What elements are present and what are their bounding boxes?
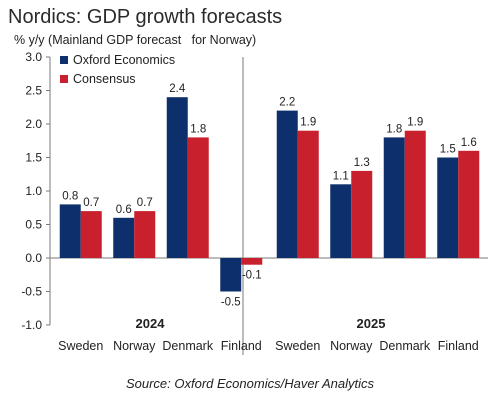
data-label: 1.3: [354, 157, 370, 169]
y-tick-label: 3.0: [25, 50, 42, 64]
legend-swatch: [60, 56, 68, 64]
bar-2025-norway-oxford: [330, 184, 352, 258]
group-label-2024: 2024: [136, 316, 166, 331]
data-label: -0.1: [242, 270, 262, 282]
bar-2024-sweden-oxford: [59, 204, 81, 258]
data-label: 1.9: [300, 117, 316, 129]
x-category-label: Sweden: [275, 339, 320, 353]
bar-2024-denmark-oxford: [166, 97, 188, 258]
bar-2024-denmark-consensus: [187, 137, 209, 258]
data-label: 1.5: [440, 144, 456, 156]
bar-2024-sweden-consensus: [80, 211, 102, 258]
bar-2025-denmark-consensus: [404, 130, 426, 258]
y-tick-label: -1.0: [21, 318, 42, 332]
data-label: 2.2: [279, 97, 295, 109]
data-label: 0.8: [62, 190, 78, 202]
data-label: 0.6: [116, 204, 132, 216]
x-category-label: Norway: [113, 339, 156, 353]
x-category-label: Denmark: [379, 339, 430, 353]
legend-swatch: [60, 75, 68, 83]
x-category-label: Finland: [221, 339, 262, 353]
x-category-label: Sweden: [58, 339, 103, 353]
chart-subtitle: % y/y (Mainland GDP forecast for Norway): [14, 33, 257, 47]
data-label: 1.8: [190, 123, 206, 135]
data-label: 1.6: [461, 137, 477, 149]
bar-2024-norway-oxford: [113, 217, 135, 258]
bar-2024-norway-consensus: [134, 211, 156, 258]
bar-2025-finland-consensus: [458, 150, 480, 258]
data-label: -0.5: [221, 297, 241, 309]
y-tick-label: 2.5: [25, 84, 42, 98]
bar-2025-sweden-consensus: [297, 130, 319, 258]
x-category-label: Denmark: [162, 339, 213, 353]
y-tick-label: 0.0: [25, 251, 42, 265]
bar-2025-denmark-oxford: [383, 137, 405, 258]
legend-label: Oxford Economics: [73, 53, 175, 67]
source-note: Source: Oxford Economics/Haver Analytics: [125, 376, 375, 391]
data-label: 0.7: [83, 197, 99, 209]
legend-label: Consensus: [73, 72, 136, 86]
bar-2024-finland-oxford: [220, 258, 242, 292]
x-category-label: Finland: [438, 339, 479, 353]
chart-title: Nordics: GDP growth forecasts: [8, 6, 283, 28]
bar-2024-finland-consensus: [241, 258, 263, 265]
x-category-label: Norway: [330, 339, 373, 353]
bar-2025-sweden-oxford: [276, 110, 298, 258]
y-tick-label: 2.0: [25, 117, 42, 131]
data-label: 1.9: [407, 117, 423, 129]
data-label: 2.4: [169, 83, 186, 95]
y-tick-label: -0.5: [21, 285, 42, 299]
bar-2025-norway-consensus: [351, 170, 373, 258]
y-tick-label: 0.5: [25, 218, 42, 232]
data-label: 1.8: [386, 123, 402, 135]
y-tick-label: 1.0: [25, 184, 42, 198]
bar-2025-finland-oxford: [437, 157, 459, 258]
data-label: 1.1: [333, 170, 349, 182]
group-label-2025: 2025: [357, 316, 386, 331]
bar-chart: -1.0 -0.5 0.0 0.5 1.0 1.5 2.0 2.5 3.0 0.8 0.7 Swede…: [21, 50, 488, 355]
y-tick-label: 1.5: [25, 151, 42, 165]
data-label: 0.7: [137, 197, 153, 209]
